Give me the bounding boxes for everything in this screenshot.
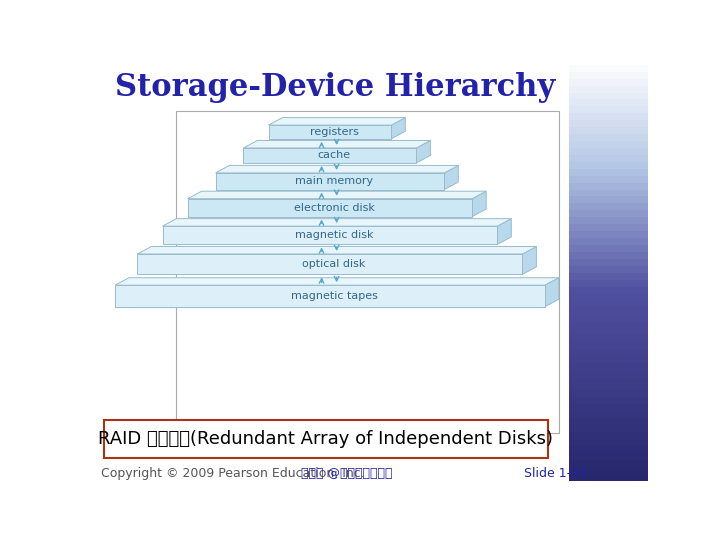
Bar	[569, 314, 648, 321]
Polygon shape	[163, 219, 511, 226]
Bar	[569, 356, 648, 363]
Bar	[269, 125, 392, 139]
Bar	[569, 169, 648, 176]
Bar	[138, 254, 523, 274]
Bar	[569, 363, 648, 370]
Bar	[569, 370, 648, 377]
Bar	[569, 266, 648, 273]
Bar	[569, 120, 648, 127]
Polygon shape	[243, 140, 431, 148]
Bar	[569, 176, 648, 183]
Bar	[569, 342, 648, 349]
Bar	[569, 113, 648, 120]
Text: magnetic disk: magnetic disk	[295, 230, 374, 240]
Text: Storage-Device Hierarchy: Storage-Device Hierarchy	[115, 72, 556, 103]
Bar	[569, 197, 648, 204]
Bar	[569, 439, 648, 446]
Bar	[569, 79, 648, 85]
Bar	[569, 72, 648, 79]
Text: cache: cache	[318, 151, 351, 160]
Bar	[569, 446, 648, 453]
Text: 蔡文能 @交通大學資工系: 蔡文能 @交通大學資工系	[301, 467, 392, 480]
Bar	[569, 294, 648, 300]
Polygon shape	[215, 165, 459, 173]
Bar	[569, 204, 648, 210]
Text: main memory: main memory	[295, 176, 373, 186]
Bar	[569, 162, 648, 168]
Bar	[569, 148, 648, 155]
Bar	[569, 467, 648, 474]
Text: optical disk: optical disk	[302, 259, 366, 269]
Bar	[569, 460, 648, 467]
Text: registers: registers	[310, 127, 359, 137]
Text: RAID 磁碟陣列(Redundant Array of Independent Disks): RAID 磁碟陣列(Redundant Array of Independent…	[98, 430, 553, 448]
Bar	[569, 321, 648, 328]
Bar	[569, 404, 648, 411]
Bar	[569, 411, 648, 418]
Text: electronic disk: electronic disk	[294, 202, 374, 213]
Text: Slide 1-37: Slide 1-37	[524, 467, 588, 480]
Polygon shape	[444, 165, 459, 190]
Bar	[569, 390, 648, 397]
Bar	[569, 183, 648, 190]
Text: magnetic tapes: magnetic tapes	[291, 291, 377, 301]
Bar	[569, 238, 648, 245]
Bar	[569, 335, 648, 342]
Bar	[569, 217, 648, 224]
Polygon shape	[416, 140, 431, 163]
Bar	[569, 397, 648, 404]
Bar	[569, 252, 648, 259]
Bar	[569, 383, 648, 390]
Bar	[569, 245, 648, 252]
Bar	[569, 453, 648, 460]
Bar	[569, 141, 648, 148]
Bar	[569, 65, 648, 72]
Polygon shape	[269, 118, 405, 125]
Bar	[569, 259, 648, 266]
Bar	[569, 474, 648, 481]
Polygon shape	[392, 118, 405, 139]
Bar	[569, 425, 648, 432]
Bar	[188, 199, 472, 217]
Bar	[569, 300, 648, 307]
Bar	[569, 273, 648, 280]
Bar	[569, 85, 648, 92]
Bar	[569, 106, 648, 113]
Bar	[569, 307, 648, 314]
Polygon shape	[523, 246, 536, 274]
Bar	[115, 285, 545, 307]
Bar	[163, 226, 498, 245]
Bar	[569, 377, 648, 383]
Bar	[569, 349, 648, 356]
Bar	[569, 99, 648, 106]
Bar	[215, 173, 444, 190]
Polygon shape	[188, 191, 486, 199]
Bar	[569, 155, 648, 162]
Bar	[243, 148, 416, 163]
Bar	[569, 92, 648, 99]
Polygon shape	[138, 246, 536, 254]
Bar	[569, 418, 648, 425]
Bar	[569, 127, 648, 134]
Polygon shape	[115, 278, 559, 285]
Bar	[569, 224, 648, 231]
Bar	[569, 134, 648, 141]
Bar	[569, 211, 648, 217]
Polygon shape	[472, 191, 486, 217]
Polygon shape	[545, 278, 559, 307]
Bar	[176, 111, 559, 433]
Bar	[569, 231, 648, 238]
Polygon shape	[498, 219, 511, 245]
Bar	[104, 420, 548, 458]
Text: Copyright © 2009 Pearson Education, Inc.: Copyright © 2009 Pearson Education, Inc.	[101, 467, 365, 480]
Bar	[569, 432, 648, 439]
Bar	[569, 280, 648, 287]
Bar	[569, 190, 648, 197]
Bar	[569, 287, 648, 294]
Bar	[569, 328, 648, 335]
